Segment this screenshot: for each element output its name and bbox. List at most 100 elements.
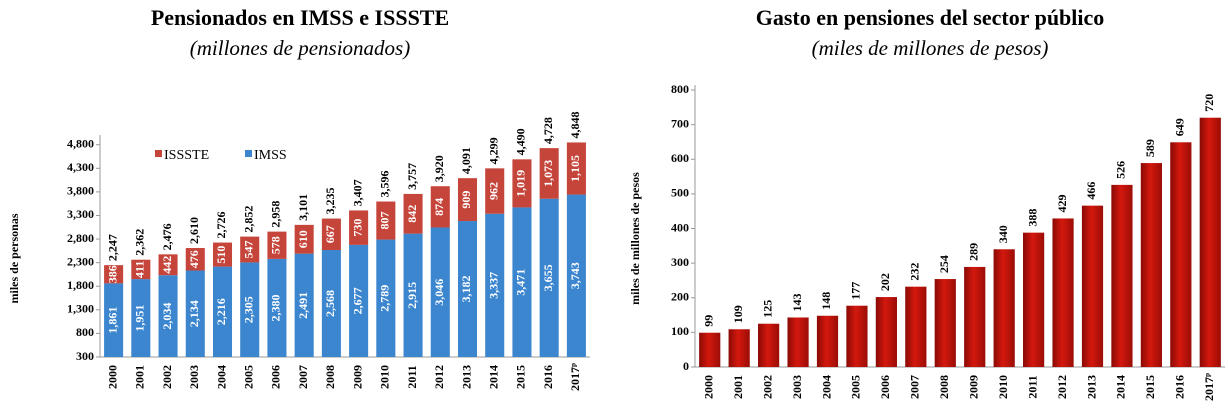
segment-label: 442 (160, 256, 174, 274)
bar (728, 329, 750, 367)
x-tick-label: 2006 (878, 375, 892, 399)
bar-segment (212, 242, 233, 267)
x-tick-label: 2016 (1173, 375, 1187, 399)
x-tick-label: 2008 (937, 375, 951, 399)
value-label: 125 (760, 300, 774, 318)
value-label: 177 (849, 282, 863, 300)
bar (1081, 205, 1104, 367)
segment-label: 1,861 (105, 307, 119, 334)
segment-label: 610 (296, 230, 310, 248)
bar-segment (104, 265, 124, 284)
total-label: 2,362 (133, 229, 147, 256)
y-tick-label: 500 (671, 186, 689, 200)
y-tick-label: 4,300 (67, 160, 94, 174)
bar-segment (185, 270, 205, 357)
segment-label: 909 (459, 191, 473, 209)
value-label: 232 (908, 263, 922, 281)
x-tick-label: 2007 (908, 375, 922, 399)
bar (934, 279, 956, 367)
bar-segment (240, 236, 260, 263)
bar-segment (321, 218, 341, 251)
x-tick-label: 2006 (269, 365, 283, 389)
total-label: 4,728 (541, 117, 555, 144)
bar-segment (267, 231, 287, 259)
x-tick-label: 2007 (296, 365, 310, 389)
y-tick-label: 1,300 (67, 302, 94, 316)
value-label: 148 (819, 292, 833, 310)
y-tick-label: 300 (76, 349, 94, 363)
y-tick-label: 400 (671, 220, 689, 234)
value-label: 202 (878, 273, 892, 291)
y-tick-label: 300 (671, 255, 689, 269)
x-tick-label: 2010 (996, 375, 1010, 399)
total-label: 3,757 (405, 163, 419, 190)
chart-title: Gasto en pensiones del sector público (756, 5, 1105, 30)
bar (1052, 218, 1074, 367)
bar-segment (485, 213, 505, 357)
bar-segment (131, 279, 151, 357)
value-label: 109 (731, 305, 745, 323)
total-label: 2,247 (105, 234, 119, 261)
x-tick-label: 2013 (1084, 375, 1098, 399)
value-label: 289 (966, 243, 980, 261)
value-label: 589 (1143, 139, 1157, 157)
total-label: 4,091 (459, 147, 473, 174)
value-label: 649 (1173, 118, 1187, 136)
bar-segment (294, 224, 314, 254)
segment-label: 2,677 (350, 287, 364, 314)
x-tick-label: 2001 (731, 375, 745, 399)
x-tick-label: 2003 (790, 375, 804, 399)
x-tick-label: 2012 (432, 365, 446, 389)
value-label: 526 (1114, 161, 1128, 179)
x-tick-label: 2000 (701, 375, 715, 399)
x-tick-label: 2012 (1055, 375, 1069, 399)
bar-segment (131, 259, 151, 280)
value-label: 388 (1025, 209, 1039, 227)
bar-segment (158, 254, 178, 276)
segment-label: 842 (405, 205, 419, 223)
segment-label: 874 (432, 198, 446, 216)
bar-segment (104, 283, 124, 357)
x-tick-label: 2016 (541, 365, 555, 389)
x-tick-label: 2010 (378, 365, 392, 389)
total-label: 2,476 (160, 223, 174, 250)
y-tick-label: 4,800 (67, 136, 94, 150)
bar (1199, 117, 1221, 367)
segment-label: 667 (323, 225, 337, 243)
bar (875, 297, 897, 367)
segment-label: 386 (105, 265, 119, 283)
x-tick-label: 2005 (241, 365, 255, 389)
segment-label: 2,568 (323, 290, 337, 317)
chart-subtitle: (millones de pensionados) (190, 36, 410, 60)
y-tick-label: 1,800 (67, 278, 94, 292)
bar (787, 317, 809, 367)
y-tick-label: 200 (671, 290, 689, 304)
bar-segment (403, 233, 423, 357)
bar-segment (430, 186, 450, 228)
segment-label: 411 (133, 261, 147, 278)
segment-label: 2,491 (296, 292, 310, 319)
segment-label: 476 (187, 250, 201, 268)
bar (1140, 163, 1162, 367)
segment-label: 730 (350, 219, 364, 237)
segment-label: 3,182 (459, 276, 473, 303)
bar (846, 305, 868, 367)
bar-segment (457, 221, 478, 357)
legend-label: IMSS (254, 148, 287, 163)
x-tick-label: 2015 (1143, 375, 1157, 399)
bar-segment (158, 275, 178, 357)
bar-segment (349, 244, 369, 357)
legend-swatch (245, 150, 252, 157)
segment-label: 2,305 (241, 296, 255, 323)
bar-segment (485, 168, 505, 214)
segment-label: 807 (378, 212, 392, 230)
segment-label: 2,915 (405, 282, 419, 309)
x-tick-label: 2009 (966, 375, 980, 399)
bar-segment (185, 248, 205, 271)
total-label: 4,848 (568, 111, 582, 138)
segment-label: 1,105 (568, 155, 582, 182)
total-label: 2,610 (187, 217, 201, 244)
bar (993, 249, 1015, 367)
x-tick-label: 2003 (187, 365, 201, 389)
bar-segment (512, 207, 532, 357)
